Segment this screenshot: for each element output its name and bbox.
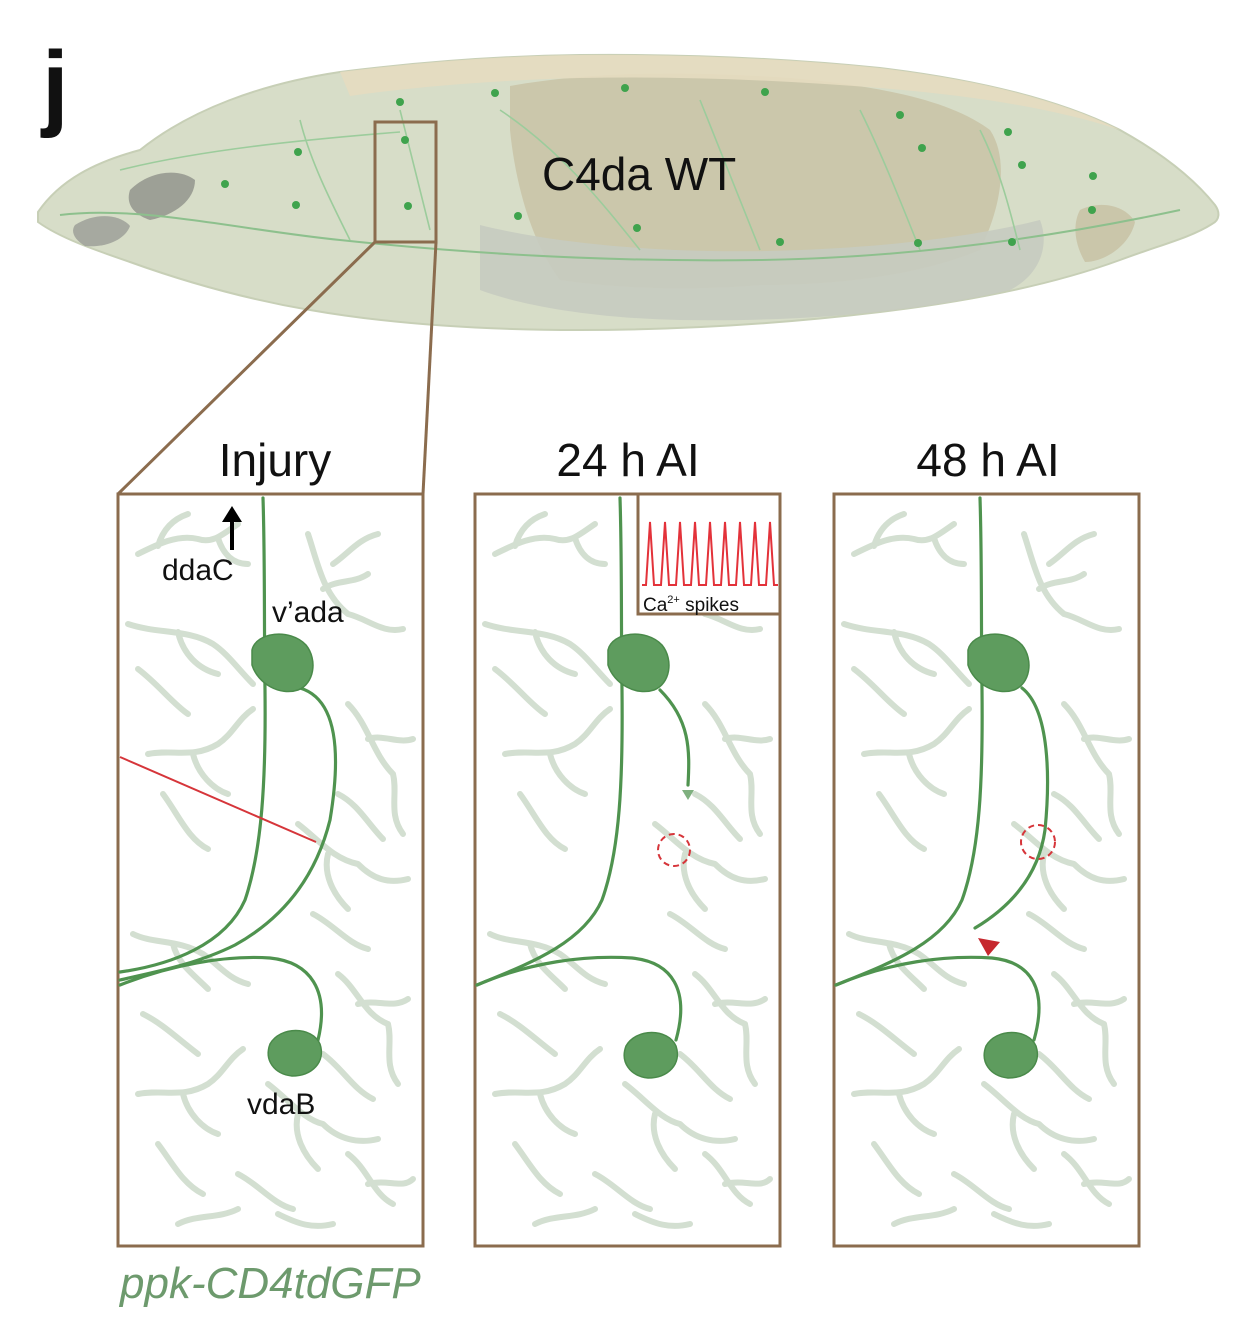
- spikes-label-sup: 2+: [667, 594, 680, 606]
- panel-letter: j: [40, 32, 69, 139]
- larva-body: [37, 53, 1220, 332]
- spikes-label-suffix: spikes: [680, 595, 739, 616]
- soma-vdaB: [267, 1029, 323, 1077]
- panel-24h: Ca2+ spikes: [473, 492, 782, 1248]
- soma-vada-24h: [607, 633, 670, 693]
- label-vada: v’ada: [272, 596, 344, 629]
- label-ddaC: ddaC: [162, 554, 234, 587]
- label-vdaB: vdaB: [247, 1088, 315, 1121]
- arrow-up-icon: [222, 506, 242, 550]
- panel-title-24h: 24 h AI: [556, 434, 699, 486]
- soma-vada: [251, 633, 314, 693]
- soma-vdaB-48h: [983, 1031, 1039, 1079]
- larva-label: C4da WT: [542, 148, 736, 200]
- svg-text:Ca2+ spikes: Ca2+ spikes: [643, 594, 739, 616]
- injury-site-24h: [657, 833, 691, 867]
- injury-site-48h: [1020, 824, 1056, 860]
- injury-cut: [119, 756, 317, 843]
- soma-vdaB-24h: [623, 1031, 679, 1079]
- zoom-region: [373, 120, 438, 244]
- spikes-label-prefix: Ca: [643, 595, 668, 616]
- zoom-connector-right: [421, 241, 438, 495]
- panel-48h: [832, 492, 1141, 1248]
- regrowth-arrowhead-icon: [978, 938, 1000, 956]
- panel-title-48h: 48 h AI: [916, 434, 1059, 486]
- genotype-label: ppk-CD4tdGFP: [118, 1259, 421, 1308]
- panel-injury: ddaC v’ada vdaB: [116, 492, 425, 1248]
- panel-title-injury: Injury: [219, 434, 331, 486]
- zoom-connector-left: [116, 240, 377, 496]
- soma-vada-48h: [967, 633, 1030, 693]
- calcium-spikes-inset: Ca2+ spikes: [636, 492, 782, 616]
